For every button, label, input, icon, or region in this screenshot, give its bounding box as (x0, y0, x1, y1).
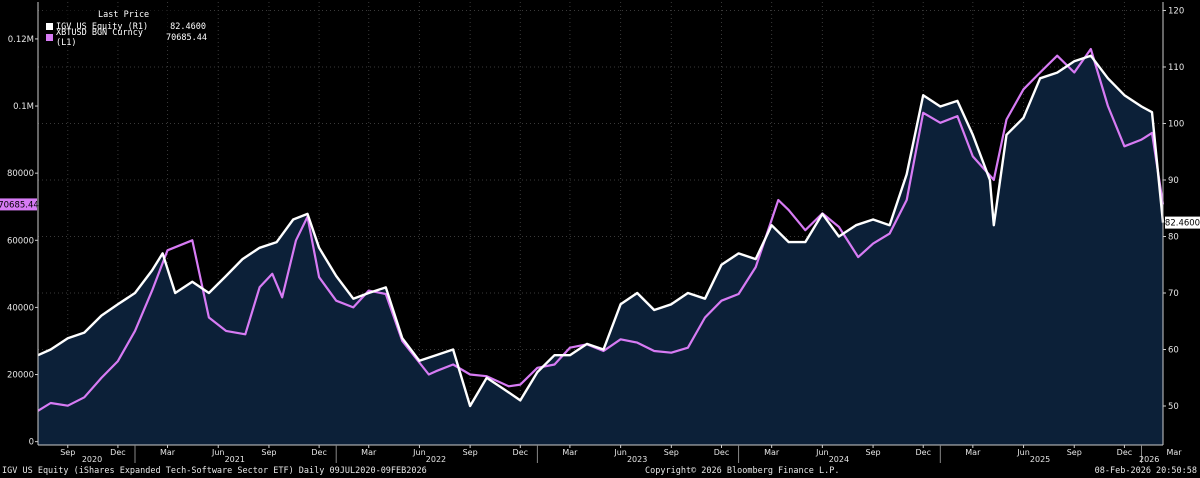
legend-value: 70685.44 (166, 32, 207, 43)
x-axis-year-label: 2022 (426, 455, 446, 463)
igv-series-line (37, 54, 1165, 408)
legend-item-igv[interactable]: IGV US Equity (R1) 82.4600 (46, 21, 206, 32)
x-axis-month-label: Sep (1067, 448, 1082, 457)
legend-swatch-btc (46, 34, 53, 41)
chart-footer: IGV US Equity (iShares Expanded Tech-Sof… (0, 463, 1200, 478)
footer-timestamp: 08-Feb-2026 20:50:58 (1094, 466, 1197, 476)
x-axis-month-label: Sep (866, 448, 881, 457)
legend-swatch-igv (46, 23, 53, 30)
right-axis-tick-label: 120 (1168, 6, 1184, 16)
x-axis-month-label: Mar (764, 448, 780, 457)
x-axis-month-label: Dec (110, 448, 125, 457)
x-axis-month-label: Dec (915, 448, 930, 457)
x-axis-month-label: Mar (361, 448, 377, 457)
legend-item-btc[interactable]: XBTUSD BGN Curncy (L1) 70685.44 (46, 28, 207, 48)
legend-name: IGV US Equity (R1) (56, 21, 149, 32)
x-axis-month-label: Sep (261, 448, 276, 457)
x-axis-year-label: 2024 (829, 455, 849, 463)
igv-last-price-marker (1165, 216, 1200, 229)
x-axis-year-label: 2025 (1030, 455, 1050, 463)
x-axis-month-label: Dec (1117, 448, 1132, 457)
x-axis-month-label: Sep (463, 448, 478, 457)
x-axis-year-label: 2023 (627, 455, 647, 463)
x-axis-month-label: Jun (1016, 448, 1030, 457)
right-axis-tick-label: 60 (1168, 346, 1179, 356)
x-axis-month-label: Mar (965, 448, 981, 457)
footer-security-description: IGV US Equity (iShares Expanded Tech-Sof… (2, 466, 427, 476)
right-axis-tick-label: 70 (1168, 289, 1179, 299)
left-axis-tick-label: 80000 (7, 169, 34, 179)
x-axis-month-label: Dec (311, 448, 326, 457)
x-axis-month-label: Mar (1166, 448, 1182, 457)
x-axis-month-label: Mar (562, 448, 578, 457)
igv-last-price-label: 82.4600 (1165, 219, 1200, 229)
x-axis-month-label: Dec (714, 448, 729, 457)
legend-name: XBTUSD BGN Curncy (L1) (56, 27, 143, 48)
left-axis-tick-label: 40000 (7, 303, 34, 313)
btc-last-price-label: 70685.44 (0, 200, 39, 210)
left-axis-tick-label: 0 (29, 438, 34, 448)
x-axis-year-label: 2020 (82, 455, 102, 463)
x-axis-year-label: 2026 (1139, 455, 1159, 463)
btc-last-price-marker (0, 198, 37, 211)
chart-legend: Last Price IGV US Equity (R1) 82.4600 XB… (43, 8, 210, 48)
right-axis-tick-label: 50 (1168, 402, 1179, 412)
x-axis-month-label: Jun (815, 448, 829, 457)
left-axis-tick-label: 20000 (7, 371, 34, 381)
x-axis-month-label: Jun (613, 448, 627, 457)
footer-copyright: Copyright© 2026 Bloomberg Finance L.P. (645, 466, 840, 476)
left-axis-tick-label: 60000 (7, 236, 34, 246)
right-axis-tick-label: 80 (1168, 232, 1179, 242)
x-axis-month-label: Sep (664, 448, 679, 457)
right-axis-tick-label: 90 (1168, 176, 1179, 186)
price-chart: 0 20000 40000 60000 80000 0.1M 0.12M 50 60 70 80 90… (0, 2, 1200, 463)
x-axis-month-label: Sep (60, 448, 75, 457)
x-axis-month-label: Dec (513, 448, 528, 457)
right-axis-tick-label: 100 (1168, 119, 1184, 129)
x-axis-year-label: 2021 (225, 455, 245, 463)
x-axis-month-label: Jun (412, 448, 426, 457)
legend-header: Last Price (98, 10, 150, 20)
x-axis-month-label: Mar (160, 448, 176, 457)
x-axis-month-label: Jun (211, 448, 225, 457)
chart-series (37, 47, 1165, 445)
left-axis-tick-label: 0.12M (8, 35, 34, 45)
igv-area-fill (38, 55, 1163, 445)
legend-value: 82.4600 (170, 21, 206, 32)
chart-axes: 0 20000 40000 60000 80000 0.1M 0.12M 50 60 70 80 90… (0, 2, 1200, 463)
right-axis-tick-label: 110 (1168, 63, 1184, 73)
left-axis-tick-label: 0.1M (13, 102, 34, 112)
